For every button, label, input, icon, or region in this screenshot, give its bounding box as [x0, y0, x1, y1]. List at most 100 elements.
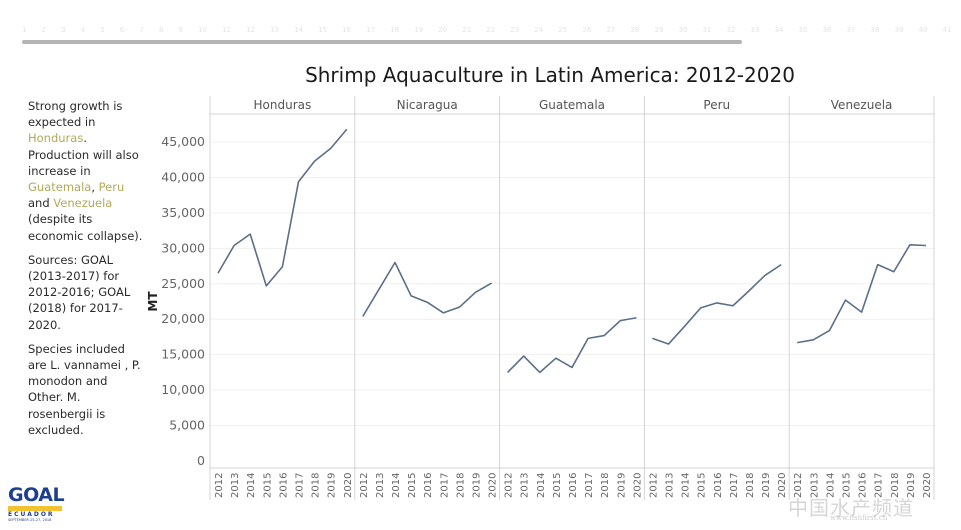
panel-header-nicaragua: Nicaragua [397, 98, 458, 112]
scroll-tick-label: 9 [178, 26, 183, 34]
annotation-sources: Sources: GOAL (2013-2017) for 2012-2016;… [28, 252, 131, 332]
annotation-species: Species included are L. vannamei , P. mo… [28, 341, 141, 437]
scroll-tick-label: 20 [438, 26, 448, 34]
y-tick-label: 5,000 [169, 418, 205, 433]
y-tick-label: 35,000 [161, 205, 205, 220]
y-tick-label: 10,000 [161, 382, 205, 397]
series-line-venezuela [797, 243, 927, 344]
x-tick-label: 2017 [874, 473, 885, 498]
x-tick-label: 2020 [488, 473, 499, 498]
x-tick-label: 2017 [439, 473, 450, 498]
panel-header-honduras: Honduras [254, 98, 312, 112]
logo-name: GOAL [8, 484, 65, 506]
scroll-tick-label: 1 [22, 26, 27, 34]
scroll-tick-label: 36 [822, 26, 832, 34]
annotation-growth: Strong growth is expected in Honduras. P… [28, 98, 146, 244]
y-tick-label: 20,000 [161, 311, 205, 326]
scroll-tick-label: 15 [318, 26, 328, 34]
annotation-text: (despite its economic collapse). [28, 212, 143, 243]
scroll-tick-label: 33 [750, 26, 760, 34]
scroll-tick-label: 32 [726, 26, 736, 34]
scroll-tick-label: 17 [366, 26, 376, 34]
series-line-honduras [217, 128, 348, 287]
series-line-peru [652, 263, 782, 345]
panel-header-peru: Peru [703, 98, 730, 112]
scrollbar-tick-labels: 1 2 3 4 5 6 7 8 9 10 11 12 13 14 15 16 17 18 19 20 21 22 23 24 2… [22, 26, 952, 36]
watermark-text: 中国水产频道 [788, 496, 914, 520]
goal-logo: GOAL ECUADOR SEPTEMBER 25-27, 2018 [8, 485, 68, 530]
scroll-tick-label: 31 [702, 26, 712, 34]
x-tick-label: 2019 [327, 473, 338, 498]
x-tick-label: 2012 [648, 473, 659, 498]
annotation-text: . Production will also increase in [28, 131, 139, 178]
x-tick-label: 2015 [842, 473, 853, 498]
scroll-tick-label: 13 [270, 26, 280, 34]
x-tick-label: 2013 [230, 473, 241, 498]
scroll-tick-label: 8 [158, 26, 164, 34]
series-line-guatemala [507, 317, 637, 374]
panel-header-guatemala: Guatemala [539, 98, 605, 112]
scroll-tick-label: 6 [119, 26, 125, 34]
x-tick-label: 2013 [375, 473, 386, 498]
x-tick-label: 2015 [552, 473, 563, 498]
y-tick-label: 30,000 [161, 240, 205, 255]
series-line-nicaragua [362, 261, 492, 317]
annotation-text: , [91, 180, 99, 195]
scroll-tick-label: 12 [246, 26, 256, 34]
scroll-tick-label: 39 [894, 26, 904, 34]
scroll-tick-label: 14 [294, 26, 304, 34]
highlight-peru: Peru [98, 180, 125, 195]
scroll-tick-label: 38 [870, 26, 880, 34]
scroll-tick-label: 30 [678, 26, 688, 34]
annotation-sidebar: Strong growth is expected in Honduras. P… [28, 98, 146, 446]
scroll-tick-label: 29 [654, 26, 664, 34]
x-tick-label: 2014 [536, 473, 547, 498]
x-tick-label: 2017 [729, 473, 740, 498]
x-tick-label: 2019 [472, 473, 483, 498]
x-tick-label: 2014 [681, 473, 692, 498]
x-tick-label: 2019 [616, 473, 627, 498]
x-tick-label: 2014 [246, 473, 257, 498]
y-axis-label: MT [146, 291, 160, 312]
scroll-tick-label: 4 [80, 26, 86, 34]
scroll-tick-label: 3 [61, 26, 66, 34]
scroll-tick-label: 40 [918, 26, 928, 34]
scroll-tick-label: 7 [139, 26, 144, 34]
x-tick-label: 2015 [697, 473, 708, 498]
x-tick-label: 2015 [262, 473, 273, 498]
scroll-tick-label: 27 [606, 26, 616, 34]
scroll-tick-label: 37 [846, 26, 856, 34]
x-tick-label: 2018 [600, 473, 611, 498]
logo-date: SEPTEMBER 25-27, 2018 [8, 518, 52, 522]
panel-header-venezuela: Venezuela [831, 98, 893, 112]
horizontal-scrollbar[interactable] [22, 40, 742, 44]
x-tick-label: 2016 [713, 473, 724, 498]
scroll-tick-label: 19 [414, 26, 424, 34]
scroll-tick-label: 18 [390, 26, 400, 34]
scroll-tick-label: 35 [798, 26, 808, 34]
x-tick-label: 2017 [295, 473, 306, 498]
annotation-text: Strong growth is expected in [28, 99, 123, 130]
x-tick-label: 2018 [455, 473, 466, 498]
x-tick-label: 2012 [793, 473, 804, 498]
x-tick-label: 2014 [391, 473, 402, 498]
scroll-tick-label: 41 [942, 26, 952, 34]
logo-sub: ECUADOR [8, 511, 55, 518]
y-tick-label: 0 [197, 453, 205, 468]
chart-title: Shrimp Aquaculture in Latin America: 201… [305, 63, 795, 87]
y-tick-label: 15,000 [161, 347, 205, 362]
highlight-venezuela: Venezuela [53, 196, 113, 211]
x-tick-label: 2012 [504, 473, 515, 498]
annotation-text: and [28, 196, 54, 211]
x-tick-label: 2019 [906, 473, 917, 498]
highlight-honduras: Honduras [28, 131, 84, 146]
x-tick-label: 2020 [922, 473, 933, 498]
y-tick-label: 45,000 [161, 134, 205, 149]
scroll-tick-label: 10 [198, 26, 207, 34]
x-tick-label: 2018 [745, 473, 756, 498]
x-tick-label: 2012 [214, 473, 225, 498]
scroll-tick-label: 5 [100, 26, 105, 34]
scroll-tick-label: 22 [486, 26, 496, 34]
x-tick-label: 2016 [568, 473, 579, 498]
scroll-tick-label: 11 [222, 26, 231, 34]
